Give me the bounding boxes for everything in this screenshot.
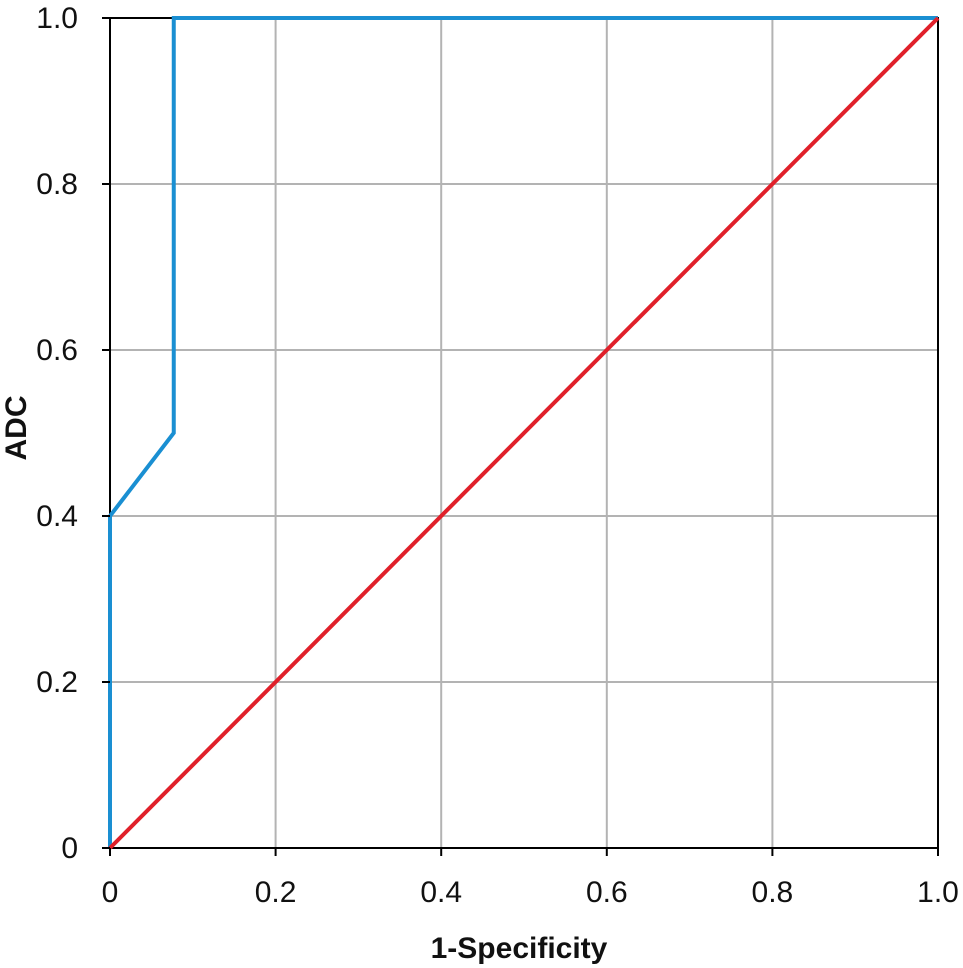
series-lines (108, 16, 940, 850)
x-tick-label: 0.6 (586, 876, 628, 909)
x-tick-label: 0.2 (255, 876, 297, 909)
series-line-0 (108, 16, 938, 848)
x-axis-title: 1-Specificity (431, 932, 608, 965)
x-tick-label: 1.0 (917, 876, 959, 909)
y-tick-label: 0.8 (36, 168, 78, 201)
x-tick-label: 0.4 (420, 876, 462, 909)
y-tick-label: 0 (61, 832, 78, 865)
x-tick-label: 0 (102, 876, 119, 909)
x-tick-label: 0.8 (752, 876, 794, 909)
y-axis-title: ADC (0, 396, 33, 461)
series-line-1 (108, 16, 940, 850)
tick-labels: 0 0.2 0.4 0.6 0.8 1.0 0 0.2 0.4 0.6 0.8 1.0 (36, 2, 959, 909)
y-tick-label: 0.2 (36, 666, 78, 699)
y-tick-label: 1.0 (36, 2, 78, 35)
y-tick-label: 0.6 (36, 334, 78, 367)
axis-ticks (102, 17, 939, 856)
y-tick-label: 0.4 (36, 500, 78, 533)
